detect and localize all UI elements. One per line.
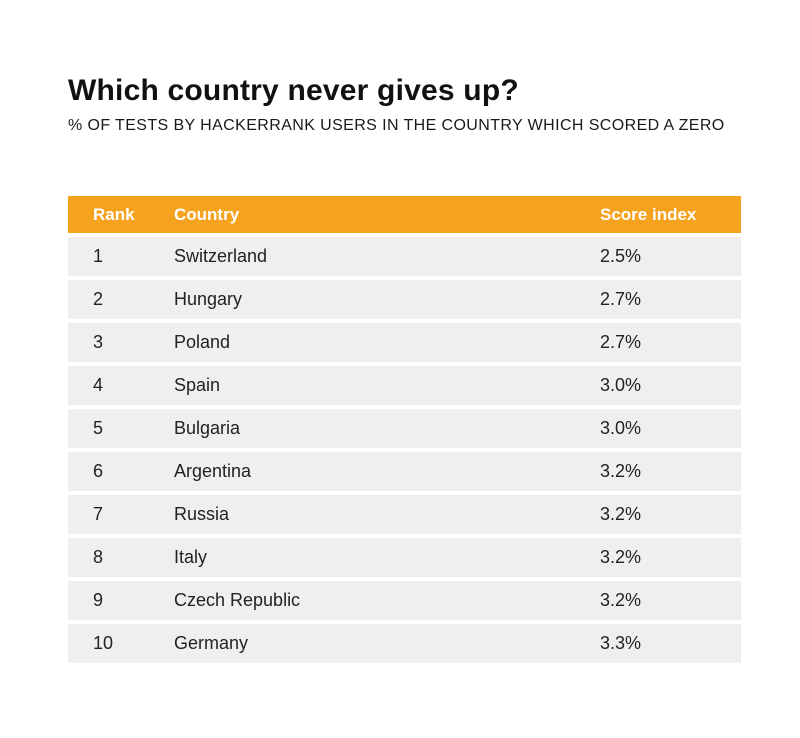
rank-cell: 8	[93, 547, 104, 567]
chart-subtitle: % OF TESTS BY HACKERRANK USERS IN THE CO…	[68, 117, 725, 134]
score-cell: 2.5%	[600, 246, 642, 266]
ranking-table: Rank Country Score index 1 Switzerland 2…	[68, 196, 741, 663]
table-row: 8 Italy 3.2%	[68, 538, 741, 577]
score-cell: 2.7%	[600, 289, 642, 309]
rank-cell: 2	[93, 289, 104, 309]
table-row: 7 Russia 3.2%	[68, 495, 741, 534]
country-cell: Russia	[174, 504, 230, 524]
country-cell: Bulgaria	[174, 418, 241, 438]
column-header-rank: Rank	[93, 204, 135, 224]
rank-cell: 3	[93, 332, 104, 352]
rank-cell: 4	[93, 375, 104, 395]
table-header: Rank Country Score index	[68, 196, 741, 233]
rank-cell: 1	[93, 246, 104, 266]
rank-cell: 10	[93, 633, 114, 653]
score-cell: 3.3%	[600, 633, 642, 653]
rank-cell: 6	[93, 461, 104, 481]
score-cell: 2.7%	[600, 332, 642, 352]
country-cell: Switzerland	[174, 246, 268, 266]
score-cell: 3.2%	[600, 504, 642, 524]
table-row: 3 Poland 2.7%	[68, 323, 741, 362]
country-cell: Argentina	[174, 461, 252, 481]
country-cell: Germany	[174, 633, 249, 653]
rank-cell: 5	[93, 418, 104, 438]
table-row: 10 Germany 3.3%	[68, 624, 741, 663]
score-cell: 3.2%	[600, 590, 642, 610]
table-row: 6 Argentina 3.2%	[68, 452, 741, 491]
country-cell: Czech Republic	[174, 590, 301, 610]
score-cell: 3.0%	[600, 375, 642, 395]
rank-cell: 7	[93, 504, 104, 524]
chart-title: Which country never gives up?	[68, 74, 519, 107]
country-cell: Poland	[174, 332, 231, 352]
table-row: 9 Czech Republic 3.2%	[68, 581, 741, 620]
country-cell: Spain	[174, 375, 221, 395]
column-header-score-index: Score index	[600, 204, 697, 224]
column-header-country: Country	[174, 204, 240, 224]
score-cell: 3.2%	[600, 461, 642, 481]
country-cell: Hungary	[174, 289, 243, 309]
score-cell: 3.0%	[600, 418, 642, 438]
score-cell: 3.2%	[600, 547, 642, 567]
table-row: 1 Switzerland 2.5%	[68, 237, 741, 276]
table-row: 2 Hungary 2.7%	[68, 280, 741, 319]
rank-cell: 9	[93, 590, 104, 610]
table-row: 5 Bulgaria 3.0%	[68, 409, 741, 448]
table-row: 4 Spain 3.0%	[68, 366, 741, 405]
country-cell: Italy	[174, 547, 208, 567]
